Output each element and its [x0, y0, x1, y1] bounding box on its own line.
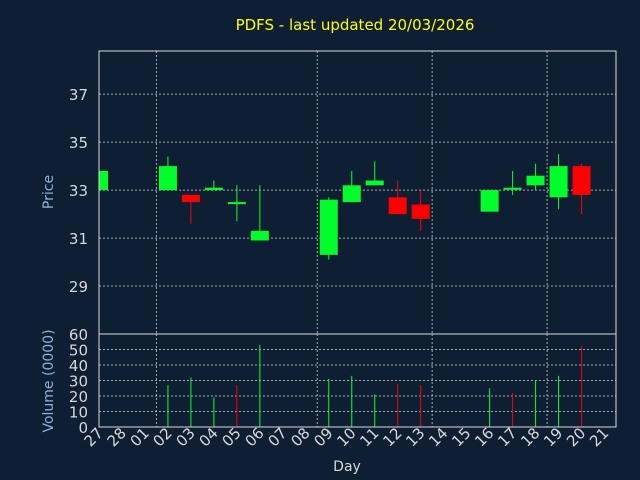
candle-body [227, 202, 246, 205]
candles [98, 154, 591, 260]
candle-body [365, 180, 384, 186]
volume-tick-label: 20 [69, 388, 88, 406]
candle-body [158, 166, 177, 191]
candle-body [411, 204, 430, 219]
candle-body [388, 197, 407, 215]
candle-body [319, 199, 338, 255]
candle-body [250, 230, 269, 241]
volume-tick-label: 40 [69, 357, 88, 375]
candle-body [204, 187, 223, 191]
candle-body [181, 194, 200, 203]
chart-title: PDFS - last updated 20/03/2026 [236, 16, 475, 34]
candle-body [526, 175, 545, 186]
price-tick-labels: 29 31 33 35 37 [69, 86, 88, 296]
price-tick-label: 31 [69, 230, 88, 248]
volume-bars [167, 344, 583, 427]
price-axis-label: Price [41, 175, 57, 209]
price-grid [99, 51, 616, 334]
candle-body [503, 187, 522, 190]
candle-body [99, 170, 108, 191]
price-tick-label: 35 [69, 134, 88, 152]
day-axis-label: Day [333, 459, 361, 475]
price-tick-label: 33 [69, 182, 88, 200]
volume-tick-label: 50 [69, 342, 88, 360]
volume-tick-label: 60 [69, 326, 88, 344]
price-tick-label: 29 [69, 278, 88, 296]
price-tick-label: 37 [69, 86, 88, 104]
candle-body [572, 166, 591, 195]
day-tick-label: 21 [586, 424, 612, 450]
candle-body [549, 166, 568, 198]
volume-plot-frame [98, 333, 617, 428]
volume-tick-label: 0 [78, 419, 88, 437]
candle-body [480, 190, 499, 212]
candle-body [342, 185, 361, 203]
volume-axis-label: Volume (0000) [41, 329, 57, 432]
volume-tick-label: 30 [69, 373, 88, 391]
volume-grid [99, 334, 616, 427]
volume-tick-label: 10 [69, 404, 88, 422]
day-tick-labels: 2728010203040506070809101112131415161718… [81, 424, 613, 450]
